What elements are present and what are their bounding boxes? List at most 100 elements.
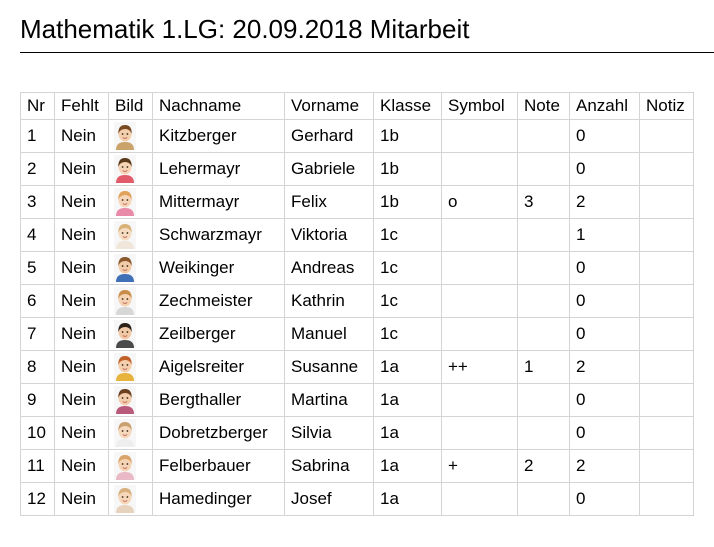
cell-note[interactable]: [517, 383, 570, 417]
cell-vorname[interactable]: Andreas: [284, 251, 374, 285]
cell-klasse[interactable]: 1a: [373, 482, 442, 516]
cell-nr[interactable]: 12: [20, 482, 55, 516]
cell-klasse[interactable]: 1a: [373, 350, 442, 384]
cell-vorname[interactable]: Gabriele: [284, 152, 374, 186]
cell-nachname[interactable]: Felberbauer: [152, 449, 285, 483]
cell-notiz[interactable]: [639, 185, 694, 219]
cell-nachname[interactable]: Hamedinger: [152, 482, 285, 516]
cell-nr[interactable]: 11: [20, 449, 55, 483]
cell-note[interactable]: [517, 416, 570, 450]
cell-nachname[interactable]: Lehermayr: [152, 152, 285, 186]
cell-fehlt[interactable]: Nein: [54, 449, 109, 483]
cell-vorname[interactable]: Viktoria: [284, 218, 374, 252]
cell-symbol[interactable]: [441, 119, 518, 153]
cell-nr[interactable]: 4: [20, 218, 55, 252]
cell-nachname[interactable]: Mittermayr: [152, 185, 285, 219]
cell-symbol[interactable]: [441, 218, 518, 252]
cell-nachname[interactable]: Kitzberger: [152, 119, 285, 153]
cell-vorname[interactable]: Kathrin: [284, 284, 374, 318]
cell-vorname[interactable]: Susanne: [284, 350, 374, 384]
cell-notiz[interactable]: [639, 416, 694, 450]
table-row[interactable]: 2 Nein Lehermayr Gabriele 1b 0: [20, 152, 694, 186]
header-nachname[interactable]: Nachname: [152, 92, 285, 120]
cell-vorname[interactable]: Josef: [284, 482, 374, 516]
cell-notiz[interactable]: [639, 119, 694, 153]
cell-vorname[interactable]: Gerhard: [284, 119, 374, 153]
cell-nr[interactable]: 8: [20, 350, 55, 384]
header-bild[interactable]: Bild: [108, 92, 153, 120]
cell-fehlt[interactable]: Nein: [54, 218, 109, 252]
cell-anzahl[interactable]: 0: [569, 383, 640, 417]
cell-notiz[interactable]: [639, 383, 694, 417]
header-symbol[interactable]: Symbol: [441, 92, 518, 120]
header-fehlt[interactable]: Fehlt: [54, 92, 109, 120]
cell-anzahl[interactable]: 2: [569, 350, 640, 384]
cell-nr[interactable]: 6: [20, 284, 55, 318]
cell-nachname[interactable]: Dobretzberger: [152, 416, 285, 450]
cell-bild[interactable]: [108, 416, 153, 450]
table-row[interactable]: 11 Nein Felberbauer Sabrina 1a +2 2: [20, 449, 694, 483]
cell-note[interactable]: [517, 152, 570, 186]
cell-bild[interactable]: [108, 383, 153, 417]
cell-anzahl[interactable]: 0: [569, 482, 640, 516]
cell-symbol[interactable]: [441, 251, 518, 285]
table-row[interactable]: 10 Nein Dobretzberger Silvia 1a 0: [20, 416, 694, 450]
cell-vorname[interactable]: Silvia: [284, 416, 374, 450]
table-row[interactable]: 12 Nein Hamedinger Josef 1a 0: [20, 482, 694, 516]
cell-symbol[interactable]: o: [441, 185, 518, 219]
cell-symbol[interactable]: [441, 284, 518, 318]
cell-fehlt[interactable]: Nein: [54, 284, 109, 318]
cell-fehlt[interactable]: Nein: [54, 119, 109, 153]
cell-fehlt[interactable]: Nein: [54, 152, 109, 186]
cell-klasse[interactable]: 1b: [373, 119, 442, 153]
cell-anzahl[interactable]: 2: [569, 449, 640, 483]
cell-nr[interactable]: 10: [20, 416, 55, 450]
table-row[interactable]: 1 Nein Kitzberger Gerhard 1b 0: [20, 119, 694, 153]
cell-note[interactable]: [517, 218, 570, 252]
cell-vorname[interactable]: Sabrina: [284, 449, 374, 483]
cell-symbol[interactable]: [441, 317, 518, 351]
cell-note[interactable]: [517, 317, 570, 351]
cell-klasse[interactable]: 1a: [373, 449, 442, 483]
cell-klasse[interactable]: 1a: [373, 416, 442, 450]
cell-anzahl[interactable]: 0: [569, 152, 640, 186]
cell-nachname[interactable]: Zeilberger: [152, 317, 285, 351]
cell-nr[interactable]: 1: [20, 119, 55, 153]
cell-klasse[interactable]: 1c: [373, 218, 442, 252]
header-vorname[interactable]: Vorname: [284, 92, 374, 120]
cell-notiz[interactable]: [639, 350, 694, 384]
cell-nachname[interactable]: Bergthaller: [152, 383, 285, 417]
table-row[interactable]: 8 Nein Aigelsreiter Susanne 1a ++ 1 2: [20, 350, 694, 384]
cell-notiz[interactable]: [639, 317, 694, 351]
cell-anzahl[interactable]: 0: [569, 284, 640, 318]
cell-vorname[interactable]: Martina: [284, 383, 374, 417]
cell-nr[interactable]: 2: [20, 152, 55, 186]
cell-bild[interactable]: [108, 218, 153, 252]
cell-bild[interactable]: [108, 482, 153, 516]
table-row[interactable]: 6 Nein Zechmeister Kathrin 1c 0: [20, 284, 694, 318]
cell-bild[interactable]: [108, 119, 153, 153]
cell-fehlt[interactable]: Nein: [54, 416, 109, 450]
cell-klasse[interactable]: 1a: [373, 383, 442, 417]
cell-note[interactable]: 1: [517, 350, 570, 384]
cell-note[interactable]: 3: [517, 185, 570, 219]
cell-nachname[interactable]: Schwarzmayr: [152, 218, 285, 252]
cell-symbol[interactable]: [441, 416, 518, 450]
cell-note[interactable]: [517, 284, 570, 318]
cell-fehlt[interactable]: Nein: [54, 185, 109, 219]
header-anzahl[interactable]: Anzahl: [569, 92, 640, 120]
table-row[interactable]: 5 Nein Weikinger Andreas 1c 0: [20, 251, 694, 285]
cell-nachname[interactable]: Aigelsreiter: [152, 350, 285, 384]
header-nr[interactable]: Nr: [20, 92, 55, 120]
cell-notiz[interactable]: [639, 449, 694, 483]
cell-vorname[interactable]: Felix: [284, 185, 374, 219]
cell-bild[interactable]: [108, 185, 153, 219]
cell-nr[interactable]: 9: [20, 383, 55, 417]
cell-anzahl[interactable]: 0: [569, 317, 640, 351]
header-klasse[interactable]: Klasse: [373, 92, 442, 120]
cell-fehlt[interactable]: Nein: [54, 317, 109, 351]
cell-nr[interactable]: 3: [20, 185, 55, 219]
cell-klasse[interactable]: 1c: [373, 251, 442, 285]
cell-notiz[interactable]: [639, 482, 694, 516]
cell-bild[interactable]: [108, 449, 153, 483]
